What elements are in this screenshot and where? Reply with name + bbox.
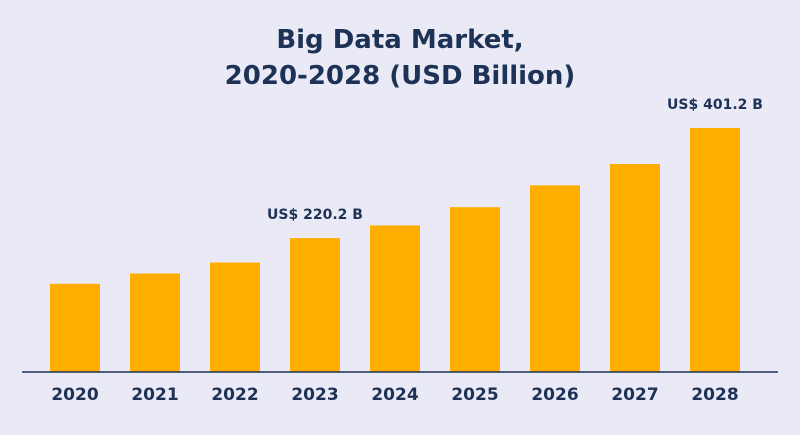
x-tick-label-2022: 2022: [211, 385, 258, 405]
bar-2024: [370, 225, 420, 372]
x-tick-label-2020: 2020: [51, 385, 98, 405]
chart-title: Big Data Market, 2020-2028 (USD Billion): [0, 22, 800, 94]
x-tick-label-2028: 2028: [691, 385, 738, 405]
x-tick-label-2026: 2026: [531, 385, 578, 405]
data-label-2028: US$ 401.2 B: [667, 97, 763, 113]
bar-2026: [530, 185, 580, 372]
bar-2022: [210, 262, 260, 372]
chart-title-line-1: Big Data Market,: [276, 25, 524, 55]
bar-2021: [130, 273, 180, 372]
bar-2028: [690, 128, 740, 372]
bar-2023: [290, 238, 340, 372]
data-label-2023: US$ 220.2 B: [267, 207, 363, 223]
x-tick-label-2023: 2023: [291, 385, 338, 405]
x-tick-label-2024: 2024: [371, 385, 418, 405]
x-tick-label-2021: 2021: [131, 385, 178, 405]
chart-title-line-2: 2020-2028 (USD Billion): [224, 61, 576, 91]
x-tick-label-2025: 2025: [451, 385, 498, 405]
x-tick-label-2027: 2027: [611, 385, 658, 405]
bar-2020: [50, 283, 100, 372]
bar-2027: [610, 164, 660, 372]
bar-2025: [450, 207, 500, 372]
